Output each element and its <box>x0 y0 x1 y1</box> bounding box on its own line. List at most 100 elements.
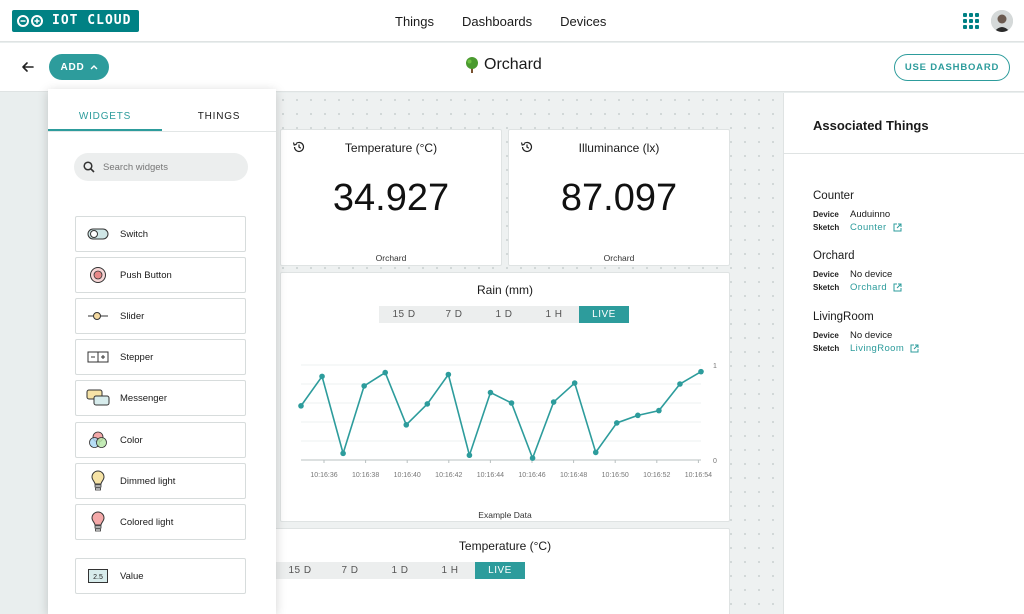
device-value: No device <box>850 269 893 280</box>
x-tick-label: 10:16:52 <box>643 472 670 479</box>
rain-data-point <box>698 368 704 375</box>
rain-data-point <box>613 420 620 426</box>
rain-data-point <box>466 452 473 459</box>
rain-data-point <box>571 380 578 386</box>
widget-item-label: Switch <box>120 228 148 240</box>
history-icon[interactable] <box>292 140 306 154</box>
widget-item-push-button[interactable]: Push Button <box>75 257 246 293</box>
main-nav: Things Dashboards Devices <box>395 0 606 42</box>
temperature-widget[interactable]: Temperature (°C) 34.927 Orchard <box>280 129 502 266</box>
widget-title: Temperature (°C) <box>344 141 438 155</box>
rain-data-point <box>340 450 346 457</box>
widget-item-switch[interactable]: Switch <box>75 216 246 252</box>
value-icon: 2.5 <box>76 569 120 583</box>
widget-item-label: Messenger <box>120 392 167 404</box>
x-tick-label: 10:16:44 <box>477 472 504 479</box>
sidebar-title: Associated Things <box>813 118 929 133</box>
tab-1d[interactable]: 1 D <box>495 309 513 320</box>
use-dashboard-button[interactable]: USE DASHBOARD <box>894 54 1010 81</box>
slider-icon <box>76 310 120 322</box>
rain-data-point <box>677 381 683 387</box>
search-widgets-input[interactable] <box>103 161 233 173</box>
widget-item-label: Push Button <box>120 269 172 281</box>
add-widget-panel: WIDGETS THINGS Switch Push Button Slider… <box>48 89 276 614</box>
logo[interactable]: IOT CLOUD <box>12 10 140 32</box>
rain-data-point <box>361 383 367 389</box>
sketch-link[interactable]: Counter <box>850 221 902 234</box>
push-button-icon <box>76 266 120 284</box>
y-tick-label: 0 <box>713 458 717 465</box>
rain-data-point <box>445 371 452 378</box>
widget-item-slider[interactable]: Slider <box>75 298 246 334</box>
rain-data-point <box>424 401 431 407</box>
history-icon[interactable] <box>520 140 534 154</box>
tab-things[interactable]: THINGS <box>197 111 241 122</box>
sketch-key: Sketch <box>813 344 840 353</box>
widget-title: Illuminance (lx) <box>578 141 660 155</box>
widget-item-messenger[interactable]: Messenger <box>75 380 246 416</box>
nav-devices[interactable]: Devices <box>560 13 607 29</box>
widget-item-label: Colored light <box>120 516 174 528</box>
page-title[interactable]: Orchard <box>464 56 542 74</box>
tab-live[interactable]: LIVE <box>475 562 525 579</box>
rain-data-point <box>656 407 662 414</box>
external-link-icon <box>893 283 902 292</box>
x-tick-label: 10:16:42 <box>435 472 462 479</box>
logo-text: IOT CLOUD <box>48 10 140 32</box>
device-key: Device <box>813 331 839 340</box>
back-arrow-icon[interactable] <box>19 58 37 76</box>
sketch-link-text: Counter <box>850 222 887 233</box>
add-button-label: ADD <box>60 61 85 73</box>
thing-name: Counter <box>813 190 854 202</box>
nav-things[interactable]: Things <box>395 13 435 29</box>
apps-grid-icon[interactable] <box>963 13 979 29</box>
chart-title: Temperature (°C) <box>458 539 552 553</box>
tab-7d[interactable]: 7 D <box>341 565 359 576</box>
tab-1h[interactable]: 1 H <box>545 309 563 320</box>
widget-item-colored-light[interactable]: Colored light <box>75 504 246 540</box>
rain-line-chart: 0 1 10:16:36 10:16:38 10:16:40 10:16:42 10:16:… <box>298 363 717 479</box>
rain-data-point <box>298 403 304 409</box>
avatar[interactable] <box>991 10 1013 32</box>
x-tick-label: 10:16:36 <box>310 472 337 479</box>
widget-item-color[interactable]: Color <box>75 422 246 458</box>
rain-data-point <box>592 449 599 456</box>
illuminance-widget[interactable]: Illuminance (lx) 87.097 Orchard <box>508 129 730 266</box>
chevron-up-icon <box>90 65 98 70</box>
add-button[interactable]: ADD <box>49 54 109 80</box>
widget-item-value[interactable]: 2.5 Value <box>75 558 246 594</box>
tab-1h[interactable]: 1 H <box>441 565 459 576</box>
tab-1d[interactable]: 1 D <box>391 565 409 576</box>
widget-value: 34.927 <box>332 177 450 219</box>
tab-7d[interactable]: 7 D <box>445 309 463 320</box>
widget-item-label: Stepper <box>120 351 154 363</box>
tab-widgets[interactable]: WIDGETS <box>78 111 132 122</box>
thing-name: Orchard <box>813 250 855 262</box>
external-link-icon <box>910 344 919 353</box>
tab-15d[interactable]: 15 D <box>392 309 416 320</box>
x-tick-label: 10:16:50 <box>602 472 629 479</box>
sketch-link-text: Orchard <box>850 282 888 293</box>
tab-live[interactable]: LIVE <box>579 306 629 323</box>
rain-chart-widget[interactable]: Rain (mm) 15 D 7 D 1 D 1 H LIVE 0 1 10:16:… <box>280 272 730 522</box>
x-tick-label: 10:16:54 <box>685 472 712 479</box>
device-key: Device <box>813 270 839 279</box>
widget-item-stepper[interactable]: Stepper <box>75 339 246 375</box>
rain-data-point <box>550 399 557 405</box>
widget-item-dimmed-light[interactable]: Dimmed light <box>75 463 246 499</box>
colored-light-icon <box>76 511 120 533</box>
sketch-key: Sketch <box>813 283 840 292</box>
tab-15d[interactable]: 15 D <box>288 565 312 576</box>
widget-item-label: Slider <box>120 310 145 322</box>
rain-data-point <box>529 455 536 461</box>
device-key: Device <box>813 210 839 219</box>
sketch-link[interactable]: Orchard <box>850 281 902 294</box>
temperature-chart-widget[interactable]: Temperature (°C) 15 D 7 D 1 D 1 H LIVE <box>252 528 730 614</box>
divider <box>784 153 1024 154</box>
device-value: No device <box>850 330 893 341</box>
chart-footer: Example Data <box>478 510 532 520</box>
active-tab-indicator <box>48 129 162 131</box>
widget-item-label: Dimmed light <box>120 475 176 487</box>
sketch-link[interactable]: LivingRoom <box>850 342 919 355</box>
nav-dashboards[interactable]: Dashboards <box>462 13 533 29</box>
